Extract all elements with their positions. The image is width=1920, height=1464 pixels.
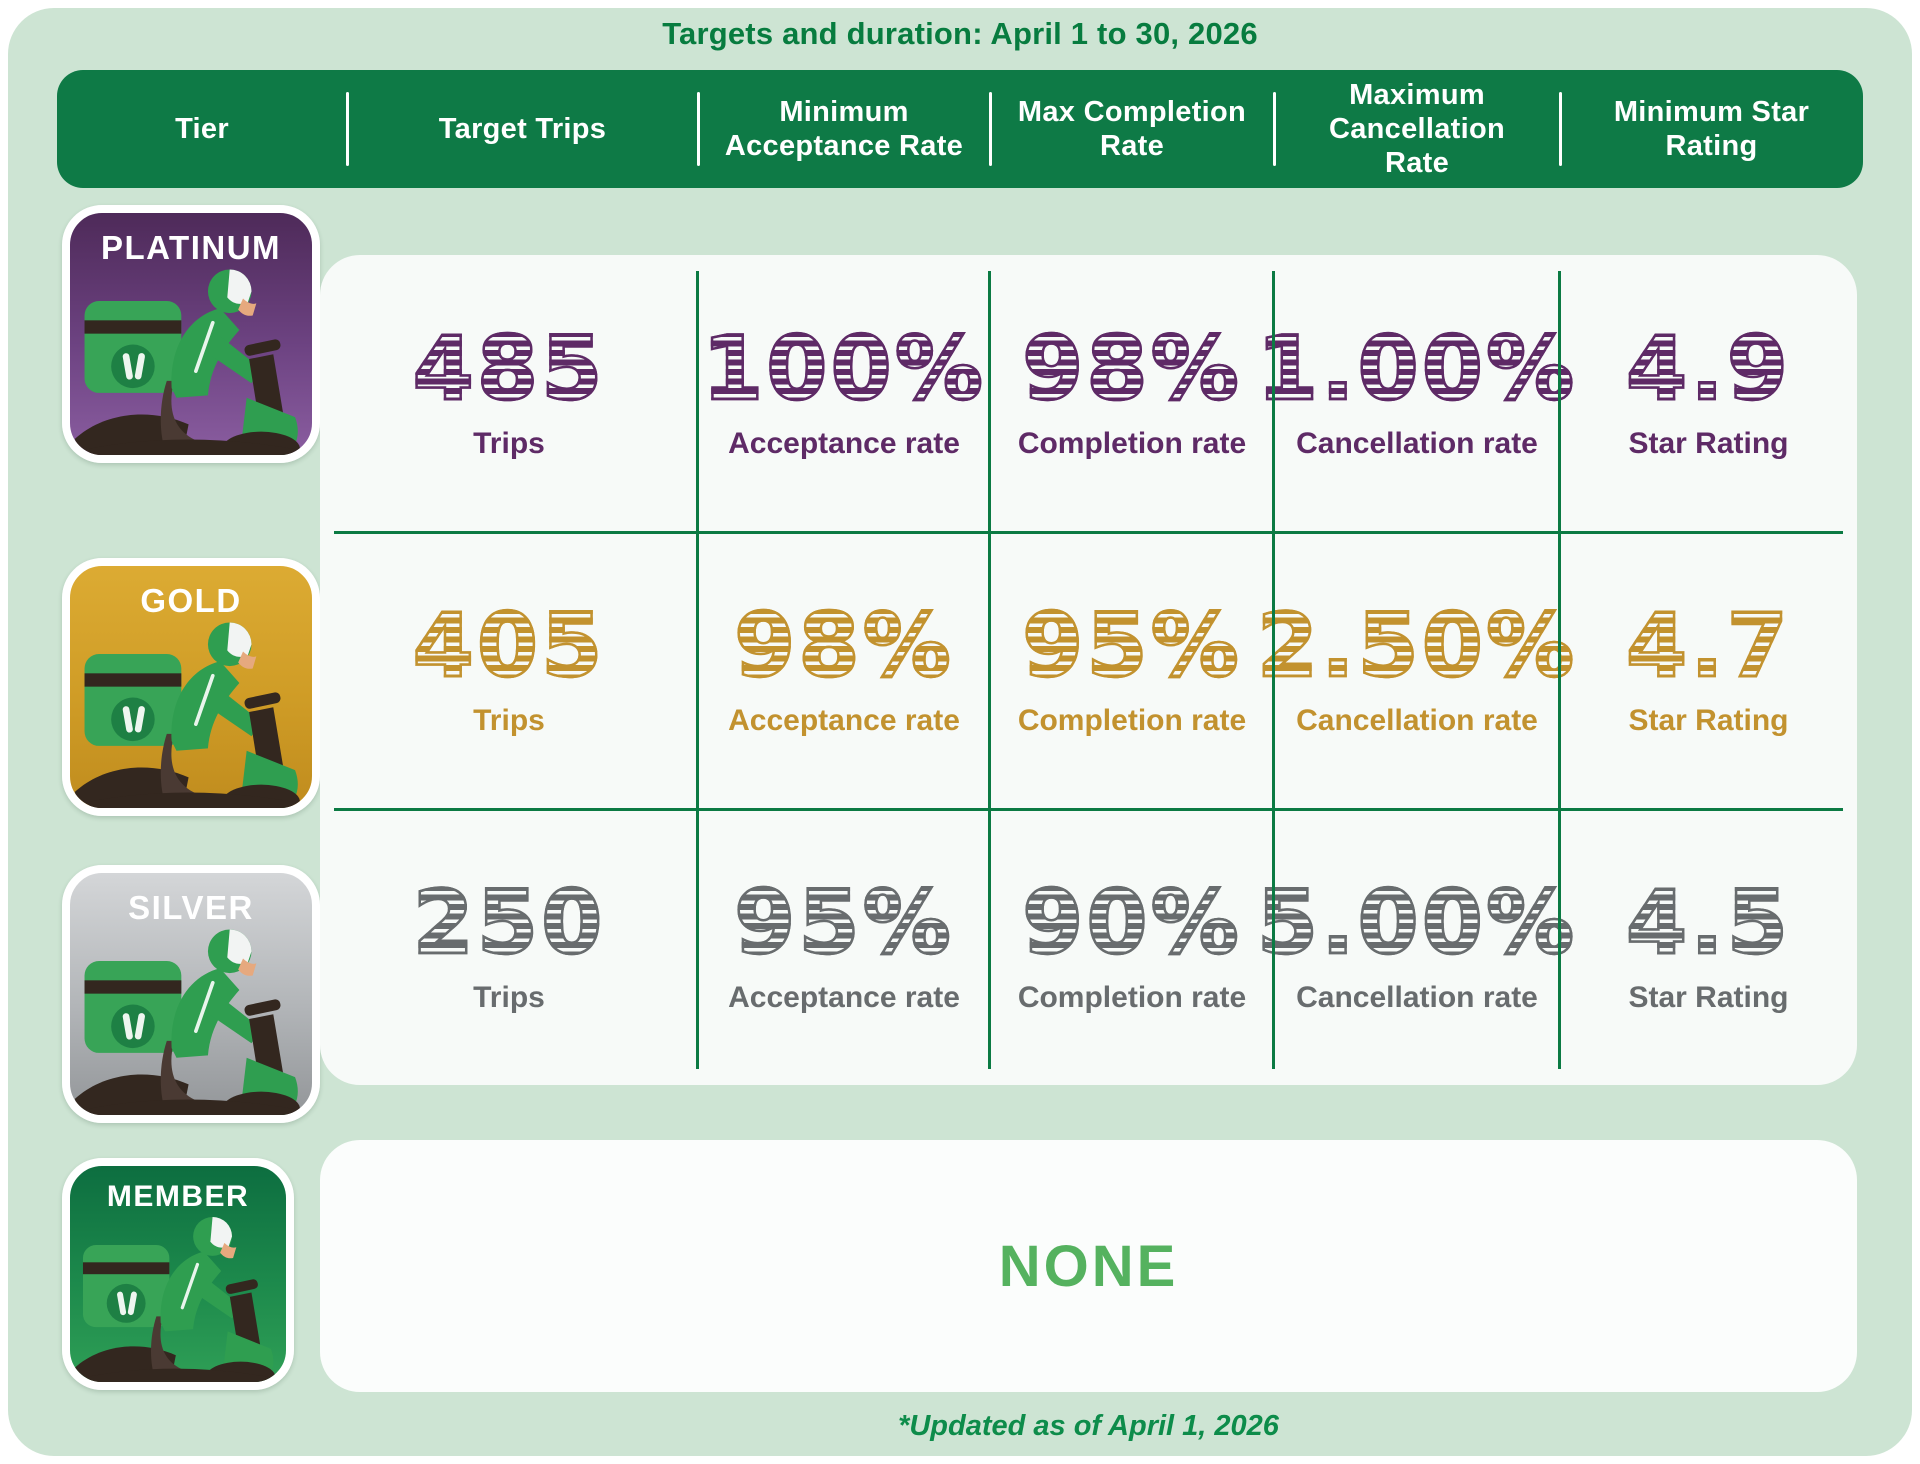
label: Acceptance rate <box>728 980 960 1014</box>
gold-star-cell: 4.7 Star Rating <box>1560 532 1857 809</box>
value: 5.00% <box>1256 870 1578 974</box>
value: 98% <box>1021 317 1242 421</box>
value: 100% <box>701 317 986 421</box>
silver-completion-cell: 90% Completion rate <box>990 808 1274 1085</box>
label: Completion rate <box>1017 427 1247 461</box>
label: Trips <box>473 427 545 461</box>
platinum-completion-cell: 98% Completion rate <box>990 255 1274 532</box>
platinum-trips-cell: 485 Trips <box>320 255 698 532</box>
silver-trips-cell: 250 Trips <box>320 808 698 1085</box>
gold-trips-cell: 405 Trips <box>320 532 698 809</box>
member-none-value: NONE <box>998 1233 1179 1299</box>
value: 4.5 <box>1625 870 1791 974</box>
value: 98% <box>733 593 954 697</box>
platinum-cancellation-cell: 1.00% Cancellation rate <box>1256 255 1576 532</box>
tier-badge-label: PLATINUM <box>100 229 282 266</box>
header-max-cancellation-rate: Maximum Cancellation Rate <box>1274 70 1560 188</box>
silver-acceptance-cell: 95% Acceptance rate <box>698 808 990 1085</box>
platinum-acceptance-cell: 100% Acceptance rate <box>698 255 990 532</box>
platinum-star-cell: 4.9 Star Rating <box>1560 255 1857 532</box>
tier-badge-label: GOLD <box>140 582 242 619</box>
value: 250 <box>411 870 606 974</box>
gold-acceptance-cell: 98% Acceptance rate <box>698 532 990 809</box>
table-divider <box>334 808 1843 811</box>
page-title: Targets and duration: April 1 to 30, 202… <box>662 16 1258 51</box>
member-none-card: NONE <box>320 1140 1857 1392</box>
label: Trips <box>473 980 545 1014</box>
targets-table-card: 485 Trips 100% Acceptance rate 98% Compl… <box>320 255 1857 1085</box>
tier-badge-silver: SILVER <box>62 865 320 1123</box>
label: Acceptance rate <box>728 427 960 461</box>
delivery-rider-icon <box>70 608 312 814</box>
label: Cancellation rate <box>1296 703 1538 737</box>
label: Acceptance rate <box>728 703 960 737</box>
label: Cancellation rate <box>1296 427 1538 461</box>
label: Cancellation rate <box>1296 980 1538 1014</box>
label: Completion rate <box>1017 703 1247 737</box>
header-max-completion-rate: Max Completion Rate <box>990 70 1274 188</box>
silver-cancellation-cell: 5.00% Cancellation rate <box>1256 808 1576 1085</box>
tier-badge-label: MEMBER <box>106 1180 250 1213</box>
value: 2.50% <box>1256 593 1578 697</box>
header-min-star-rating: Minimum Star Rating <box>1560 70 1863 188</box>
table-divider <box>696 271 699 1069</box>
delivery-rider-icon <box>70 1204 286 1388</box>
table-divider <box>1272 271 1275 1069</box>
value: 4.7 <box>1625 593 1791 697</box>
delivery-rider-icon <box>70 915 312 1121</box>
table-header-bar: Tier Target Trips Minimum Acceptance Rat… <box>57 70 1863 188</box>
value: 90% <box>1021 870 1242 974</box>
header-tier: Tier <box>175 112 229 145</box>
label: Completion rate <box>1017 980 1247 1014</box>
tier-badge-gold: GOLD <box>62 558 320 816</box>
delivery-rider-icon <box>70 255 312 461</box>
value: 95% <box>1021 593 1242 697</box>
table-divider <box>988 271 991 1069</box>
value: 95% <box>733 870 954 974</box>
table-divider <box>334 531 1843 534</box>
header-min-acceptance-rate: Minimum Acceptance Rate <box>698 70 990 188</box>
gold-completion-cell: 95% Completion rate <box>990 532 1274 809</box>
value: 4.9 <box>1625 317 1791 421</box>
value: 405 <box>411 593 606 697</box>
value: 485 <box>411 317 606 421</box>
update-footnote: *Updated as of April 1, 2026 <box>898 1410 1279 1442</box>
label: Trips <box>473 703 545 737</box>
silver-star-cell: 4.5 Star Rating <box>1560 808 1857 1085</box>
tier-badge-label: SILVER <box>128 889 254 926</box>
label: Star Rating <box>1628 703 1789 737</box>
table-divider <box>1558 271 1561 1069</box>
tier-badge-platinum: PLATINUM <box>62 205 320 463</box>
header-target-trips: Target Trips <box>347 70 698 188</box>
tier-badge-member: MEMBER <box>62 1158 294 1390</box>
gold-cancellation-cell: 2.50% Cancellation rate <box>1256 532 1576 809</box>
value: 1.00% <box>1256 317 1578 421</box>
label: Star Rating <box>1628 980 1789 1014</box>
label: Star Rating <box>1628 427 1789 461</box>
